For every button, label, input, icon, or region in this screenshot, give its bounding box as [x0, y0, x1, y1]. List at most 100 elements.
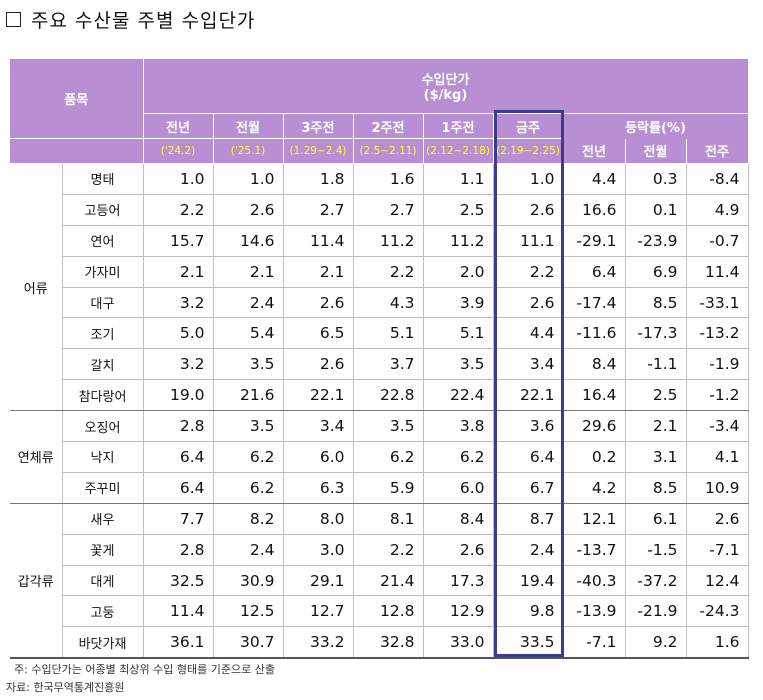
table-row: 대게 32.5 30.9 29.1 21.4 17.3 19.4 -40.3 -37.2 12.4: [10, 565, 749, 597]
price-cell: 6.2: [213, 441, 284, 473]
price-cell: 5.0: [143, 317, 214, 350]
price-cell: 5.4: [213, 317, 284, 350]
column-header: 3주전: [283, 113, 354, 139]
item-name-cell: 꽃게: [62, 534, 144, 566]
price-cell: 3.7: [353, 348, 424, 381]
table-row: 참다랑어 19.0 21.6 22.1 22.8 22.4 22.1 16.4 2.5 -1.2: [10, 379, 749, 412]
checkbox-square-icon: [6, 12, 21, 27]
item-name-cell: 대구: [62, 287, 144, 319]
price-cell: 3.5: [353, 410, 424, 443]
column-period: ('25.1): [213, 138, 284, 164]
change-cell: -40.3: [563, 565, 626, 597]
change-cell: -3.4: [686, 410, 749, 443]
change-cell: 0.1: [625, 194, 687, 226]
item-name-cell: 새우: [62, 503, 144, 535]
item-name-cell: 바닷가재: [62, 626, 144, 660]
change-cell: 11.4: [686, 256, 749, 288]
price-cell: 11.4: [283, 225, 354, 257]
change-cell: 3.1: [625, 441, 687, 473]
price-cell: 1.0: [143, 163, 214, 195]
price-cell: 12.9: [423, 595, 494, 628]
price-cell: 3.5: [423, 348, 494, 381]
change-cell: 29.6: [563, 410, 626, 443]
item-name-cell: 고등어: [62, 194, 144, 226]
price-table: 품목 수입단가 ($/kg) 전년 전월 3주전 2주전 1주전 금주 등락률(%) ('24…: [10, 59, 749, 660]
change-cell: -7.1: [686, 534, 749, 566]
price-cell: 5.1: [353, 317, 424, 350]
price-cell: 6.0: [283, 441, 354, 473]
change-cell: -29.1: [563, 225, 626, 257]
column-period: (2.19~2.25): [493, 138, 564, 164]
price-cell: 22.8: [353, 379, 424, 412]
price-cell: 22.1: [493, 379, 564, 412]
price-cell: 6.4: [493, 441, 564, 473]
price-cell: 3.6: [493, 410, 564, 443]
price-cell: 3.0: [283, 534, 354, 566]
change-cell: 6.1: [625, 503, 687, 535]
change-cell: 2.5: [625, 379, 687, 412]
price-cell: 3.5: [213, 410, 284, 443]
price-cell: 2.8: [143, 410, 214, 443]
change-cell: 1.6: [686, 626, 749, 660]
price-cell: 11.4: [143, 595, 214, 628]
change-cell: 8.4: [563, 348, 626, 381]
change-cell: 4.2: [563, 472, 626, 504]
item-name-cell: 낙지: [62, 441, 144, 473]
change-cell: -24.3: [686, 595, 749, 628]
table-row: 조기 5.0 5.4 6.5 5.1 5.1 4.4 -11.6 -17.3 -13.2: [10, 317, 749, 350]
change-cell: -1.5: [625, 534, 687, 566]
change-cell: -0.7: [686, 225, 749, 257]
change-cell: 9.2: [625, 626, 687, 660]
price-cell: 19.4: [493, 565, 564, 597]
column-header: 1주전: [423, 113, 494, 139]
change-cell: 0.3: [625, 163, 687, 195]
change-cell: 4.1: [686, 441, 749, 473]
price-cell: 3.5: [213, 348, 284, 381]
price-cell: 2.0: [423, 256, 494, 288]
price-cell: 11.2: [423, 225, 494, 257]
column-period: (2.12~2.18): [423, 138, 494, 164]
price-cell: 1.0: [493, 163, 564, 195]
price-cell: 30.7: [213, 626, 284, 660]
price-cell: 2.7: [353, 194, 424, 226]
price-cell: 2.4: [213, 287, 284, 319]
change-cell: 8.5: [625, 287, 687, 319]
table-header: 품목 수입단가 ($/kg) 전년 전월 3주전 2주전 1주전 금주 등락률(%) ('24…: [10, 59, 749, 164]
item-name-cell: 고둥: [62, 595, 144, 628]
change-cell: 4.4: [563, 163, 626, 195]
price-cell: 8.7: [493, 503, 564, 535]
item-name-cell: 참다랑어: [62, 379, 144, 412]
price-cell: 2.2: [353, 256, 424, 288]
table-row: 꽃게 2.8 2.4 3.0 2.2 2.6 2.4 -13.7 -1.5 -7.1: [10, 534, 749, 566]
price-cell: 9.8: [493, 595, 564, 628]
price-cell: 17.3: [423, 565, 494, 597]
table-row: 갈치 3.2 3.5 2.6 3.7 3.5 3.4 8.4 -1.1 -1.9: [10, 348, 749, 381]
price-cell: 11.1: [493, 225, 564, 257]
price-cell: 5.1: [423, 317, 494, 350]
footnote: 주: 수입단가는 어종별 최상위 수입 형태를 기준으로 산출: [14, 663, 275, 676]
price-cell: 32.8: [353, 626, 424, 660]
price-cell: 1.0: [213, 163, 284, 195]
item-name-cell: 조기: [62, 317, 144, 350]
price-cell: 6.2: [423, 441, 494, 473]
price-cell: 15.7: [143, 225, 214, 257]
change-column-header: 전주: [686, 138, 749, 164]
category-cell: 어류: [10, 163, 63, 412]
price-cell: 6.2: [213, 472, 284, 504]
change-cell: 6.4: [563, 256, 626, 288]
item-name-cell: 주꾸미: [62, 472, 144, 504]
change-cell: -8.4: [686, 163, 749, 195]
column-header: 금주: [493, 113, 564, 139]
change-cell: 4.9: [686, 194, 749, 226]
price-cell: 2.6: [213, 194, 284, 226]
item-name-cell: 가자미: [62, 256, 144, 288]
category-cell: 연체류: [10, 410, 63, 504]
table-row: 가자미 2.1 2.1 2.1 2.2 2.0 2.2 6.4 6.9 11.4: [10, 256, 749, 288]
table-body: 어류 명태 1.0 1.0 1.8 1.6 1.1 1.0 4.4 0.3 -8.4 고등어 2.2 2.…: [10, 163, 749, 660]
item-name-cell: 갈치: [62, 348, 144, 381]
category-cell: 갑각류: [10, 503, 63, 660]
change-column-header: 전월: [625, 138, 687, 164]
change-cell: 2.1: [625, 410, 687, 443]
change-cell: 16.4: [563, 379, 626, 412]
price-cell: 6.3: [283, 472, 354, 504]
